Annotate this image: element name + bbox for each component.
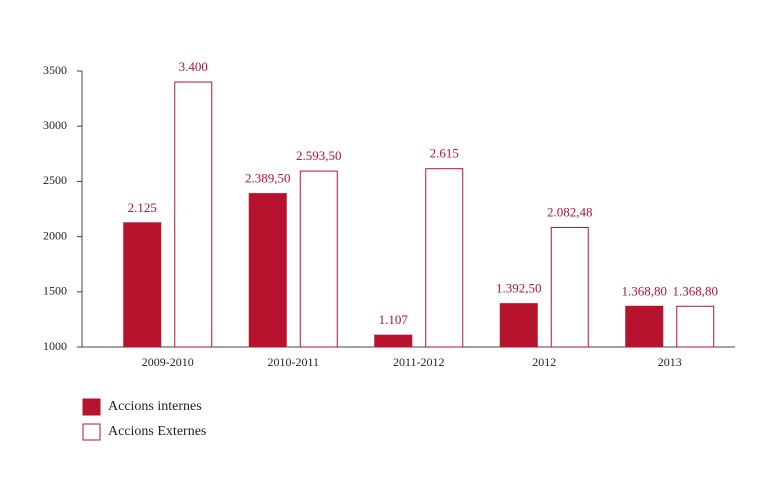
value-label: 2.389,50 <box>245 171 291 186</box>
legend-swatch <box>82 398 101 416</box>
y-tick-label: 1500 <box>43 284 67 298</box>
x-tick-label: 2012 <box>532 355 556 369</box>
bar <box>299 170 338 348</box>
bar <box>374 334 413 348</box>
value-label: 2.125 <box>128 200 157 215</box>
value-label: 1.392,50 <box>496 281 542 296</box>
legend-swatch <box>82 423 101 441</box>
x-tick-label: 2010-2011 <box>267 355 319 369</box>
bar <box>248 193 287 348</box>
value-label: 3.400 <box>179 59 208 74</box>
y-tick-label: 3000 <box>43 118 67 132</box>
value-label: 2.615 <box>430 146 459 161</box>
value-label: 1.107 <box>379 312 409 327</box>
x-tick-label: 2009-2010 <box>142 355 194 369</box>
bar <box>676 305 715 348</box>
value-label: 2.593,50 <box>296 148 342 163</box>
bar <box>550 226 589 348</box>
y-tick-label: 3500 <box>43 63 67 77</box>
bar <box>625 305 664 348</box>
bar <box>499 303 538 348</box>
bar <box>174 81 213 348</box>
bar <box>123 222 162 348</box>
value-label: 1.368,80 <box>622 283 668 298</box>
bar <box>425 168 464 348</box>
x-tick-label: 2013 <box>658 355 682 369</box>
y-tick-label: 1000 <box>43 339 67 353</box>
y-tick-label: 2500 <box>43 173 67 187</box>
legend-label: Accions internes <box>108 399 202 414</box>
value-label: 1.368,80 <box>673 283 719 298</box>
legend-label: Accions Externes <box>108 424 206 439</box>
value-label: 2.082,48 <box>547 204 593 219</box>
x-tick-label: 2011-2012 <box>393 355 445 369</box>
y-tick-label: 2000 <box>43 228 67 242</box>
